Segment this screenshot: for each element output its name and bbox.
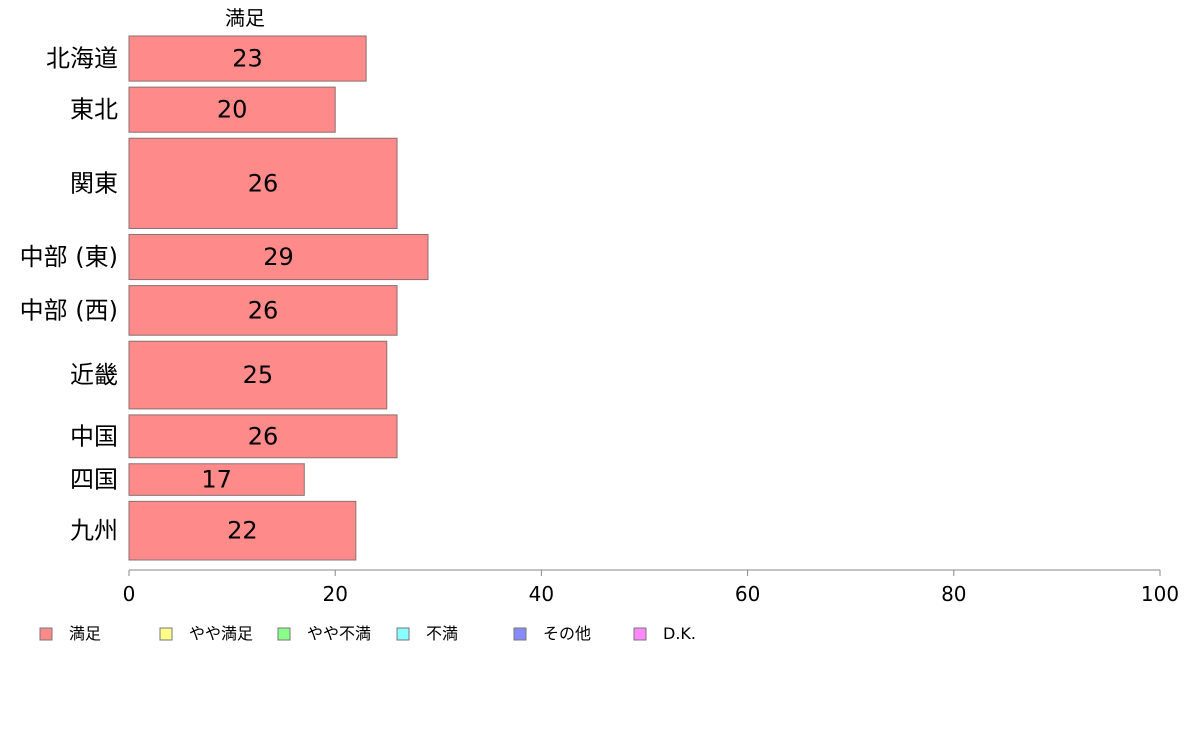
bar-value-label-4: 26 xyxy=(248,296,279,324)
bar-1 xyxy=(128,86,336,133)
bar-6 xyxy=(128,414,398,459)
bar-4 xyxy=(128,285,398,336)
legend-label-1: やや満足 xyxy=(189,624,253,643)
legend-swatch-5 xyxy=(633,627,647,641)
category-label-6: 中国 xyxy=(70,422,118,450)
x-tick-label-3: 60 xyxy=(735,582,760,606)
bar-value-label-1: 20 xyxy=(217,96,248,124)
bar-0 xyxy=(128,35,367,82)
legend-swatch-4 xyxy=(513,627,527,641)
legend-label-5: D.K. xyxy=(663,624,696,643)
legend-label-3: 不満 xyxy=(426,624,458,643)
category-label-1: 東北 xyxy=(70,96,118,124)
x-tick-label-4: 80 xyxy=(941,582,966,606)
bar-8 xyxy=(128,500,357,561)
legend-swatch-3 xyxy=(396,627,410,641)
legend-swatch-2 xyxy=(277,627,291,641)
bar-5 xyxy=(128,340,388,410)
bar-value-label-7: 17 xyxy=(201,466,232,494)
x-tick-label-2: 40 xyxy=(529,582,554,606)
legend-label-4: その他 xyxy=(543,624,591,643)
x-tick-label-1: 20 xyxy=(322,582,347,606)
bar-value-label-3: 29 xyxy=(263,243,294,271)
bar-value-label-0: 23 xyxy=(232,45,263,73)
bar-7 xyxy=(128,463,305,496)
category-label-0: 北海道 xyxy=(46,45,118,73)
category-label-5: 近畿 xyxy=(70,361,118,389)
series-header: 満足 xyxy=(225,6,265,30)
category-label-7: 四国 xyxy=(70,466,118,494)
category-label-4: 中部 (西) xyxy=(20,296,118,324)
category-label-3: 中部 (東) xyxy=(20,243,118,271)
bar-value-label-8: 22 xyxy=(227,517,258,545)
bar-value-label-6: 26 xyxy=(248,422,279,450)
x-tick-label-5: 100 xyxy=(1141,582,1179,606)
bar-value-label-2: 26 xyxy=(248,169,279,197)
legend-label-2: やや不満 xyxy=(307,624,371,643)
x-tick-label-0: 0 xyxy=(123,582,136,606)
category-label-8: 九州 xyxy=(70,517,118,545)
bar-3 xyxy=(128,233,429,281)
bar-value-label-5: 25 xyxy=(243,361,274,389)
legend: 満足 やや満足 やや不満 不満 その他 D.K. xyxy=(39,624,696,643)
category-label-2: 関東 xyxy=(70,169,118,197)
bar-2 xyxy=(128,137,398,229)
legend-swatch-1 xyxy=(159,627,173,641)
bars-group: 23 北海道 20 東北 26 関東 29 中部 (東) 26 中部 (西) 25 近畿 26 中国 17 四… xyxy=(20,35,429,561)
x-axis: 0 20 40 60 80 100 xyxy=(123,569,1179,606)
legend-swatch-0 xyxy=(39,627,53,641)
legend-label-0: 満足 xyxy=(69,624,101,643)
